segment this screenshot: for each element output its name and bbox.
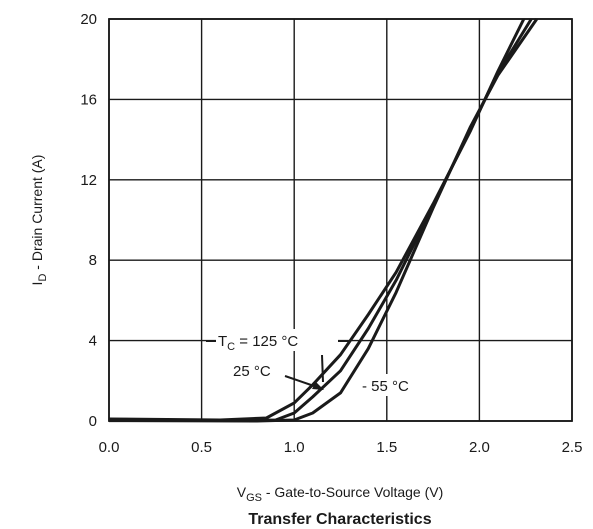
y-tick-labels: 0 4 8 12 16 20 [80,11,97,430]
x-tick-label: 1.5 [376,439,397,456]
annotation-tc125-rest: = 125 °C [235,333,298,350]
chart-title: Transfer Characteristics [248,511,431,528]
annotation-tc125: TC = 125 °C [218,333,298,353]
x-axis-label-rest: - Gate-to-Source Voltage (V) [262,484,443,500]
x-axis-label-main: V [237,484,247,500]
annotation-m55: - 55 °C [362,378,409,395]
annotation-25-arrowhead [312,382,324,390]
annotation-tc125-sub: C [227,341,235,353]
x-tick-label: 0.5 [191,439,212,456]
x-axis-label: VGS - Gate-to-Source Voltage (V) [237,484,444,504]
x-axis-label-sub: GS [246,492,262,504]
series-line-1 [108,18,533,423]
plot-frame [108,18,573,422]
annotation-tc125-leader [321,354,324,383]
annotation-m55-bg [358,374,424,396]
x-tick-label: 1.0 [284,439,305,456]
y-tick-label: 12 [80,172,97,189]
x-tick-label: 2.5 [562,439,583,456]
y-axis-label: ID - Drain Current (A) [29,155,49,286]
annotation-tc125-main: T [218,333,227,350]
y-tick-label: 4 [89,333,97,350]
annotation-25: 25 °C [233,363,271,380]
y-tick-label: 20 [80,11,97,28]
y-axis-label-main: I [29,282,45,286]
y-tick-label: 0 [89,413,97,430]
x-tick-label: 0.0 [99,439,120,456]
x-tick-labels: 0.0 0.5 1.0 1.5 2.0 2.5 [99,439,583,456]
series-line-0 [108,18,526,422]
annotation-25-leader [284,375,318,388]
y-tick-label: 8 [89,252,97,269]
annotation-tc125-bg [216,329,338,351]
y-axis-label-rest: - Drain Current (A) [29,155,45,274]
y-axis-label-sub: D [37,274,49,282]
grid [108,18,573,422]
x-tick-label: 2.0 [469,439,490,456]
y-tick-label: 16 [80,91,97,108]
annotation-25-bg [231,359,287,381]
